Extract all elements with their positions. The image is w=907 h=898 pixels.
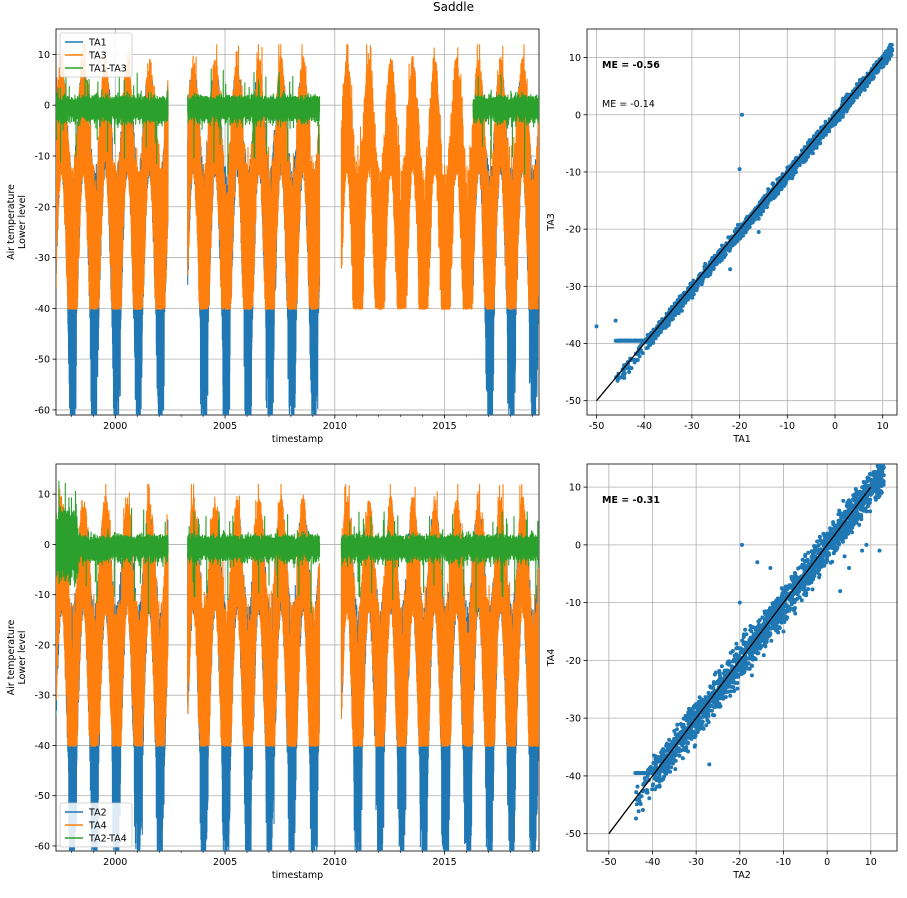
- scatter-points: [633, 464, 886, 821]
- x-tick-label: -10: [776, 857, 792, 868]
- y-tick-label: -30: [34, 691, 50, 702]
- y-tick-label: -10: [565, 598, 581, 609]
- y-tick-label: 10: [569, 483, 581, 494]
- x-tick-label: 2000: [103, 857, 127, 868]
- x-tick-label: -50: [601, 857, 617, 868]
- legend-label-ta1-ta3: TA1-TA3: [88, 64, 127, 75]
- me-annotation: ME = -0.31: [602, 495, 660, 506]
- y-axis-label: Air temperature: [6, 184, 17, 260]
- legend-box: [59, 32, 133, 78]
- axes-frame: [586, 463, 898, 852]
- y-tick-label: -40: [34, 741, 50, 752]
- one-to-one-line: [608, 486, 872, 835]
- y-tick-label: -20: [34, 640, 50, 651]
- y-tick-label: -50: [34, 791, 50, 802]
- y-tick-label: -10: [34, 590, 50, 601]
- axes-ts-bottom: 2000 2005 2010 2015 10 0 -10 -20 -30 -40 -50 -60 tim…: [6, 463, 540, 881]
- axes-sc-bottom: -50 -40 -30 -20 -10 0 10 10 0 -10 -20 -30 -40 -50 TA2 T…: [546, 463, 898, 881]
- plot-area-sc-top: [594, 42, 895, 402]
- series-ta4-line: [56, 484, 539, 748]
- y-tick-label: 10: [38, 490, 50, 501]
- y-tick-label: -40: [34, 304, 50, 315]
- y-tick-label: 0: [575, 540, 581, 551]
- x-tick-label: 2000: [103, 421, 127, 432]
- x-tick-label: 0: [832, 421, 838, 432]
- legend-label-ta2: TA2: [88, 808, 107, 819]
- axes-frame: [586, 28, 898, 416]
- legend-label-ta2-ta4: TA2-TA4: [88, 834, 127, 845]
- x-tick-label: 2005: [213, 857, 237, 868]
- y-tick-label: -20: [34, 202, 50, 213]
- y-tick-label: -50: [565, 396, 581, 407]
- figure-title: Saddle: [433, 0, 474, 14]
- legend-label-ta4: TA4: [88, 821, 107, 832]
- plot-area-sc-bottom: [608, 464, 886, 835]
- y-tick-label: -10: [565, 167, 581, 178]
- me-annotation: ME = -0.56: [602, 60, 660, 71]
- axes-sc-top: -50 -40 -30 -20 -10 0 10 10 0 -10 -20 -30 -40 -50 TA1 T…: [546, 28, 898, 445]
- x-tick-label: 10: [865, 857, 877, 868]
- y-tick-label: 0: [44, 540, 50, 551]
- y-axis-label: TA3: [546, 213, 557, 232]
- legend-label-ta1: TA1: [88, 38, 107, 49]
- series-ta1-ta3-line: [56, 68, 539, 175]
- series-ta2-ta4-line: [56, 480, 539, 614]
- x-axis-label: TA2: [732, 870, 751, 881]
- x-tick-label: 2010: [323, 857, 347, 868]
- legend-label-ta3: TA3: [88, 51, 107, 62]
- x-tick-label: 2010: [323, 421, 347, 432]
- y-tick-label: 10: [38, 50, 50, 61]
- series-ta3-line: [56, 44, 539, 310]
- x-tick-label: -20: [732, 857, 748, 868]
- y-tick-label: -50: [34, 355, 50, 366]
- y-tick-label: 10: [569, 53, 581, 64]
- x-tick-label: 2005: [213, 421, 237, 432]
- y-tick-label: -30: [565, 714, 581, 725]
- x-tick-label: -10: [780, 421, 796, 432]
- x-tick-label: -40: [645, 857, 661, 868]
- x-tick-label: 2015: [433, 857, 457, 868]
- y-axis-label: Air temperature: [6, 619, 17, 695]
- y-tick-label: 0: [44, 101, 50, 112]
- y-tick-label: -30: [34, 253, 50, 264]
- x-axis-label: timestamp: [272, 870, 323, 881]
- x-tick-label: 0: [824, 857, 830, 868]
- plot-area-ts-top: [56, 44, 539, 415]
- x-tick-label: -20: [732, 421, 748, 432]
- x-tick-label: 10: [877, 421, 889, 432]
- y-tick-label: -60: [34, 405, 50, 416]
- y-tick-label: -40: [565, 771, 581, 782]
- y-axis-label: Lower level: [17, 195, 28, 249]
- x-tick-label: -30: [684, 421, 700, 432]
- y-tick-label: -40: [565, 339, 581, 350]
- y-tick-label: -20: [565, 656, 581, 667]
- scatter-points: [594, 42, 895, 383]
- y-tick-label: -50: [565, 829, 581, 840]
- legend-ts-bottom: TA2 TA4 TA2-TA4: [59, 802, 133, 848]
- y-tick-label: -30: [565, 282, 581, 293]
- x-axis-label: timestamp: [272, 434, 323, 445]
- legend-box: [59, 802, 133, 848]
- me-annotation: ME = -0.14: [602, 99, 655, 110]
- y-tick-label: -20: [565, 225, 581, 236]
- x-tick-label: -50: [589, 421, 605, 432]
- x-tick-label: 2015: [433, 421, 457, 432]
- plot-area-ts-bottom: [56, 480, 539, 851]
- y-axis-label: TA4: [546, 649, 557, 668]
- x-tick-label: -30: [688, 857, 704, 868]
- y-tick-label: -10: [34, 151, 50, 162]
- one-to-one-line: [596, 57, 884, 402]
- y-tick-label: 0: [575, 110, 581, 121]
- legend-ts-top: TA1 TA3 TA1-TA3: [59, 32, 133, 78]
- y-axis-label: Lower level: [17, 630, 28, 684]
- y-tick-label: -60: [34, 841, 50, 852]
- x-tick-label: -40: [636, 421, 652, 432]
- x-axis-label: TA1: [732, 434, 751, 445]
